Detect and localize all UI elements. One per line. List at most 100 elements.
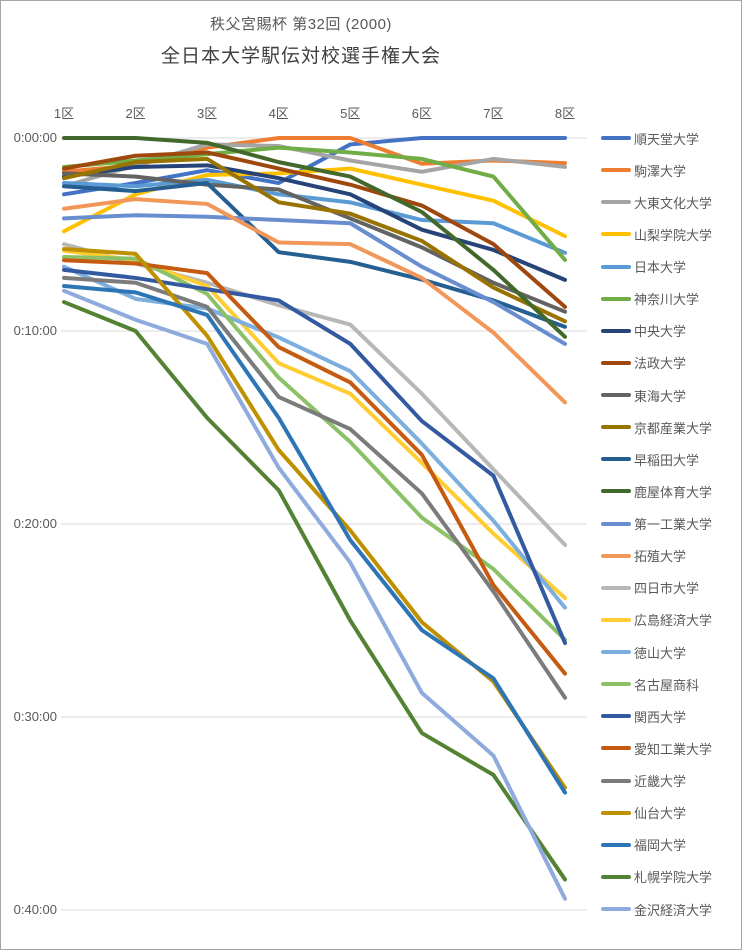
y-tick-0:40:00: 0:40:00 xyxy=(13,902,57,917)
legend-swatch-icon xyxy=(601,842,631,847)
y-tick-0:00:00: 0:00:00 xyxy=(13,130,57,145)
legend-label: 神奈川大学 xyxy=(634,292,700,308)
legend-item-第一工業大学[interactable]: 第一工業大学 xyxy=(601,516,712,532)
legend-item-順天堂大学[interactable]: 順天堂大学 xyxy=(601,130,699,147)
legend-item-山梨学院大学[interactable]: 山梨学院大学 xyxy=(601,226,713,243)
legend-swatch-icon xyxy=(601,296,631,301)
legend-label: 関西大学 xyxy=(634,709,687,725)
legend-label: 広島経済大学 xyxy=(634,613,713,629)
legend-label: 早稲田大学 xyxy=(634,452,700,468)
legend-swatch-icon xyxy=(601,714,631,719)
legend-label: 札幌学院大学 xyxy=(634,870,713,886)
series-line-神奈川大学[interactable] xyxy=(62,145,567,262)
y-tick-0:30:00: 0:30:00 xyxy=(13,709,57,724)
x-tick-4区: 4区 xyxy=(268,106,289,121)
legend-item-東海大学[interactable]: 東海大学 xyxy=(601,387,687,404)
legend-label: 仙台大学 xyxy=(634,806,687,822)
legend-swatch-icon xyxy=(601,650,631,654)
legend-item-札幌学院大学[interactable]: 札幌学院大学 xyxy=(601,869,712,885)
legend-label: 名古屋商科 xyxy=(634,677,700,693)
series-line-関西大学[interactable] xyxy=(62,267,567,646)
legend-label: 金沢経済大学 xyxy=(634,902,713,918)
legend-swatch-icon xyxy=(601,874,631,879)
legend-swatch-icon xyxy=(601,168,631,173)
series-line-広島経済大学[interactable] xyxy=(62,248,567,600)
legend-swatch-icon xyxy=(601,778,631,783)
chart-subtitle: 秩父宮賜杯 第32回 (2000) xyxy=(210,16,392,33)
legend-label: 日本大学 xyxy=(634,260,687,275)
legend-label: 拓殖大学 xyxy=(634,549,687,565)
legend-item-早稲田大学[interactable]: 早稲田大学 xyxy=(601,451,700,468)
legend-swatch-icon xyxy=(601,907,631,911)
legend-label: 京都産業大学 xyxy=(634,420,713,436)
legend-item-大東文化大学[interactable]: 大東文化大学 xyxy=(601,194,713,211)
series-line-中央大学[interactable] xyxy=(62,163,567,282)
series-line-拓殖大学[interactable] xyxy=(62,197,567,405)
legend-swatch-icon xyxy=(601,682,631,687)
legend-swatch-icon xyxy=(601,553,631,558)
x-tick-8区: 8区 xyxy=(554,106,576,121)
legend-label: 中央大学 xyxy=(634,324,687,340)
legend-item-日本大学[interactable]: 日本大学 xyxy=(601,259,686,275)
legend-label: 徳山大学 xyxy=(634,645,687,661)
series-line-京都産業大学[interactable] xyxy=(62,156,567,324)
series-line-福岡大学[interactable] xyxy=(62,283,567,795)
legend-label: 鹿屋体育大学 xyxy=(634,484,713,500)
legend-item-拓殖大学[interactable]: 拓殖大学 xyxy=(601,548,686,564)
legend-item-法政大学[interactable]: 法政大学 xyxy=(601,355,686,371)
chart-title: 全日本大学駅伝対校選手権大会 xyxy=(160,46,441,67)
legend-label: 法政大学 xyxy=(634,356,687,372)
legend-label: 大東文化大学 xyxy=(634,195,713,211)
legend-swatch-icon xyxy=(601,810,631,815)
legend-label: 福岡大学 xyxy=(634,838,687,854)
series-line-東海大学[interactable] xyxy=(62,171,567,314)
legend-swatch-icon xyxy=(601,585,631,590)
legend-swatch-icon xyxy=(601,617,631,622)
legend-item-徳山大学[interactable]: 徳山大学 xyxy=(601,644,687,661)
legend-swatch-icon xyxy=(601,425,631,430)
legend-label: 山梨学院大学 xyxy=(634,227,713,243)
legend-item-福岡大学[interactable]: 福岡大学 xyxy=(601,837,686,853)
legend-item-中央大学[interactable]: 中央大学 xyxy=(601,323,686,339)
legend-item-京都産業大学[interactable]: 京都産業大学 xyxy=(601,419,713,436)
legend-swatch-icon xyxy=(601,136,631,140)
legend-item-鹿屋体育大学[interactable]: 鹿屋体育大学 xyxy=(601,483,713,500)
legend-label: 東海大学 xyxy=(634,388,687,404)
legend-swatch-icon xyxy=(601,328,631,333)
series-line-第一工業大学[interactable] xyxy=(62,213,567,346)
series-line-四日市大学[interactable] xyxy=(62,242,567,547)
series-line-日本大学[interactable] xyxy=(62,177,567,255)
series-line-近畿大学[interactable] xyxy=(62,275,567,700)
legend-swatch-icon xyxy=(601,489,631,494)
legend-item-広島経済大学[interactable]: 広島経済大学 xyxy=(601,612,712,628)
y-tick-0:10:00: 0:10:00 xyxy=(13,323,57,338)
legend-item-神奈川大学[interactable]: 神奈川大学 xyxy=(601,291,699,307)
legend-item-愛知工業大学[interactable]: 愛知工業大学 xyxy=(601,740,712,757)
legend-item-駒澤大学[interactable]: 駒澤大学 xyxy=(601,162,687,179)
series-line-鹿屋体育大学[interactable] xyxy=(62,136,567,339)
legend-item-名古屋商科[interactable]: 名古屋商科 xyxy=(601,676,700,693)
series-line-金沢経済大学[interactable] xyxy=(62,288,567,901)
legend-swatch-icon xyxy=(601,746,631,751)
legend-item-四日市大学[interactable]: 四日市大学 xyxy=(601,580,699,596)
x-tick-2区: 2区 xyxy=(125,106,146,121)
legend-item-金沢経済大学[interactable]: 金沢経済大学 xyxy=(601,901,713,918)
series-line-順天堂大学[interactable] xyxy=(62,136,567,197)
x-tick-3区: 3区 xyxy=(197,106,218,121)
legend-item-仙台大学[interactable]: 仙台大学 xyxy=(601,805,686,821)
legend-item-関西大学[interactable]: 関西大学 xyxy=(601,708,687,725)
legend-label: 第一工業大学 xyxy=(634,517,713,532)
x-tick-7区: 7区 xyxy=(483,106,504,121)
legend-label: 駒澤大学 xyxy=(634,163,687,179)
legend-swatch-icon xyxy=(601,264,631,269)
legend-label: 四日市大学 xyxy=(634,581,700,597)
legend-item-近畿大学[interactable]: 近畿大学 xyxy=(601,773,686,789)
y-tick-0:20:00: 0:20:00 xyxy=(13,516,57,531)
series-line-法政大学[interactable] xyxy=(62,150,567,309)
legend-swatch-icon xyxy=(601,360,631,365)
series-line-札幌学院大学[interactable] xyxy=(62,300,567,882)
series-line-徳山大学[interactable] xyxy=(62,264,567,610)
legend-swatch-icon xyxy=(601,200,631,205)
